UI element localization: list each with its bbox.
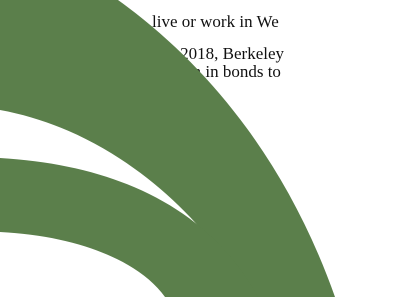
decoration [0, 0, 408, 297]
document-page: live or work in We 2 In 2018, Berkeley m… [0, 0, 408, 297]
